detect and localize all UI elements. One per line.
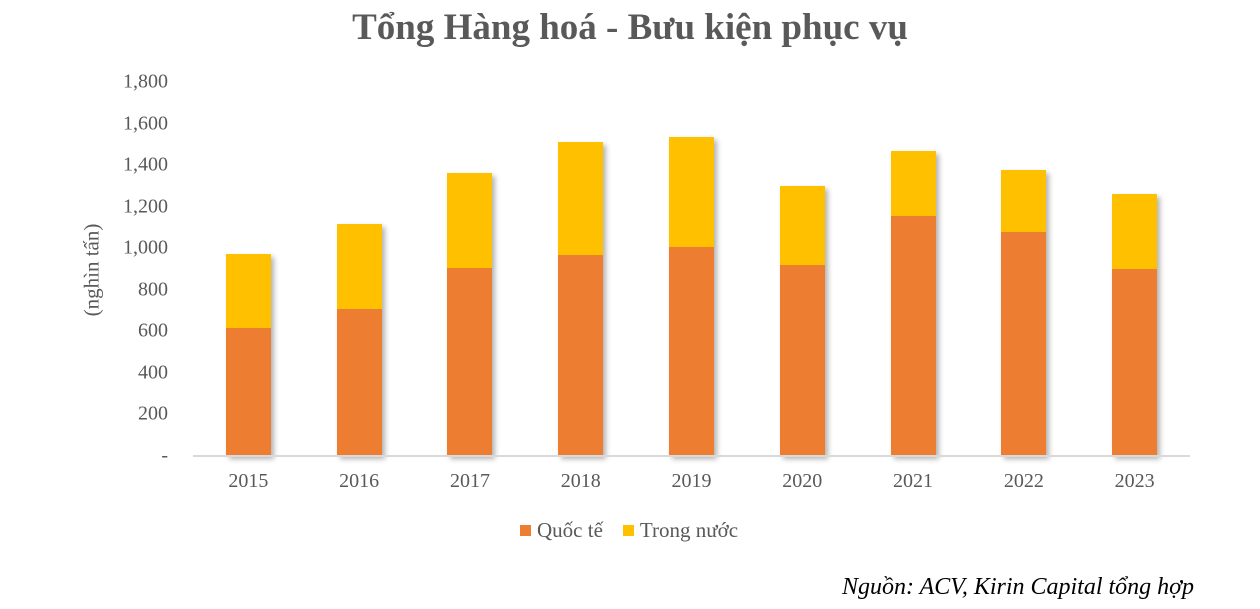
y-tick-label: - <box>161 444 168 467</box>
legend-label: Quốc tế <box>537 518 603 542</box>
x-axis-line <box>193 455 1190 457</box>
plot-area <box>193 82 1190 456</box>
legend-swatch-trong-nuoc <box>622 525 634 536</box>
bar-2017 <box>447 173 493 456</box>
bar-segment-trong-nuoc <box>779 186 825 266</box>
bar-segment-trong-nuoc <box>1112 194 1158 270</box>
x-tick-label: 2023 <box>1114 470 1155 492</box>
bar-segment-trong-nuoc <box>336 224 382 310</box>
legend-swatch-quoc-te <box>520 525 531 536</box>
y-axis-label: (nghìn tấn) <box>79 223 104 317</box>
bar-2021 <box>890 151 936 456</box>
y-tick-label: 1,800 <box>123 70 168 93</box>
y-tick-label: 1,400 <box>123 153 168 176</box>
bar-segment-trong-nuoc <box>558 142 604 256</box>
y-tick-label: 1,200 <box>123 195 168 218</box>
bar-2022 <box>1001 170 1047 456</box>
legend-item-quoc-te: Quốc tế <box>520 518 603 543</box>
x-tick-label: 2019 <box>671 470 712 492</box>
x-tick-label: 2022 <box>1003 470 1044 492</box>
bar-segment-quoc-te <box>447 268 493 456</box>
bar-segment-trong-nuoc <box>890 151 936 217</box>
bar-2016 <box>336 224 382 456</box>
bar-2023 <box>1112 194 1158 456</box>
chart-title: Tổng Hàng hoá - Bưu kiện phục vụ <box>352 7 908 48</box>
bar-segment-trong-nuoc <box>669 137 714 248</box>
y-tick-label: 1,600 <box>123 112 168 135</box>
bar-segment-quoc-te <box>1112 269 1158 456</box>
bar-segment-trong-nuoc <box>447 173 493 269</box>
x-tick-label: 2016 <box>339 470 380 492</box>
x-tick-label: 2020 <box>782 470 823 492</box>
bar-2020 <box>779 186 825 456</box>
bar-segment-trong-nuoc <box>225 254 271 329</box>
bar-2015 <box>225 254 271 456</box>
source-note: Nguồn: ACV, Kirin Capital tổng hợp <box>842 574 1194 600</box>
bar-segment-quoc-te <box>1001 232 1047 456</box>
bar-segment-quoc-te <box>336 309 382 456</box>
legend: Quốc tế Trong nước <box>520 518 758 543</box>
legend-item-trong-nuoc: Trong nước <box>622 518 739 543</box>
y-tick-label: 1,000 <box>123 236 168 259</box>
x-tick-label: 2021 <box>893 470 934 492</box>
bar-segment-quoc-te <box>890 216 936 456</box>
bar-2019 <box>669 137 714 456</box>
bar-2018 <box>558 142 604 456</box>
y-tick-label: 400 <box>138 361 168 384</box>
bar-segment-quoc-te <box>225 328 271 456</box>
y-tick-label: 200 <box>138 402 168 425</box>
y-tick-label: 800 <box>138 278 168 301</box>
bar-segment-quoc-te <box>779 265 825 456</box>
x-tick-label: 2017 <box>449 470 490 492</box>
bar-segment-quoc-te <box>669 247 714 456</box>
x-tick-label: 2018 <box>560 470 601 492</box>
bar-segment-trong-nuoc <box>1001 170 1047 233</box>
legend-label: Trong nước <box>639 518 739 542</box>
y-tick-label: 600 <box>138 319 168 342</box>
bar-segment-quoc-te <box>558 255 604 456</box>
x-tick-label: 2015 <box>228 470 269 492</box>
